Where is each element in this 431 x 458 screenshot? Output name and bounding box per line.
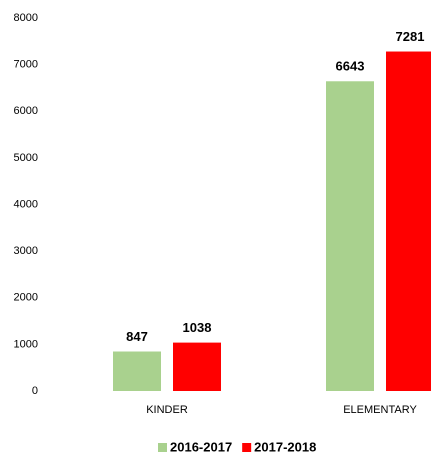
y-tick-label: 8000	[14, 12, 38, 24]
y-tick-label: 1000	[14, 338, 38, 350]
y-tick-label: 0	[32, 385, 38, 397]
y-tick-label: 5000	[14, 152, 38, 164]
value-label: 1038	[183, 320, 212, 335]
legend-swatch	[158, 443, 167, 452]
bar	[113, 351, 161, 391]
legend-swatch	[242, 443, 252, 452]
y-tick-label: 3000	[14, 245, 38, 257]
legend-label: 2017-2018	[254, 439, 316, 454]
bar	[173, 342, 221, 391]
x-tick-label: ELEMENTARY	[343, 404, 417, 416]
bar	[386, 51, 431, 391]
legend-label: 2016-2017	[170, 439, 232, 454]
x-tick-label: KINDER	[146, 404, 188, 416]
value-label: 7281	[396, 29, 425, 44]
y-tick-label: 4000	[14, 198, 38, 210]
y-tick-label: 2000	[14, 292, 38, 304]
y-tick-label: 6000	[14, 105, 38, 117]
value-label: 847	[126, 329, 148, 344]
bar	[326, 81, 374, 391]
y-tick-label: 7000	[14, 59, 38, 71]
value-label: 6643	[336, 59, 365, 74]
